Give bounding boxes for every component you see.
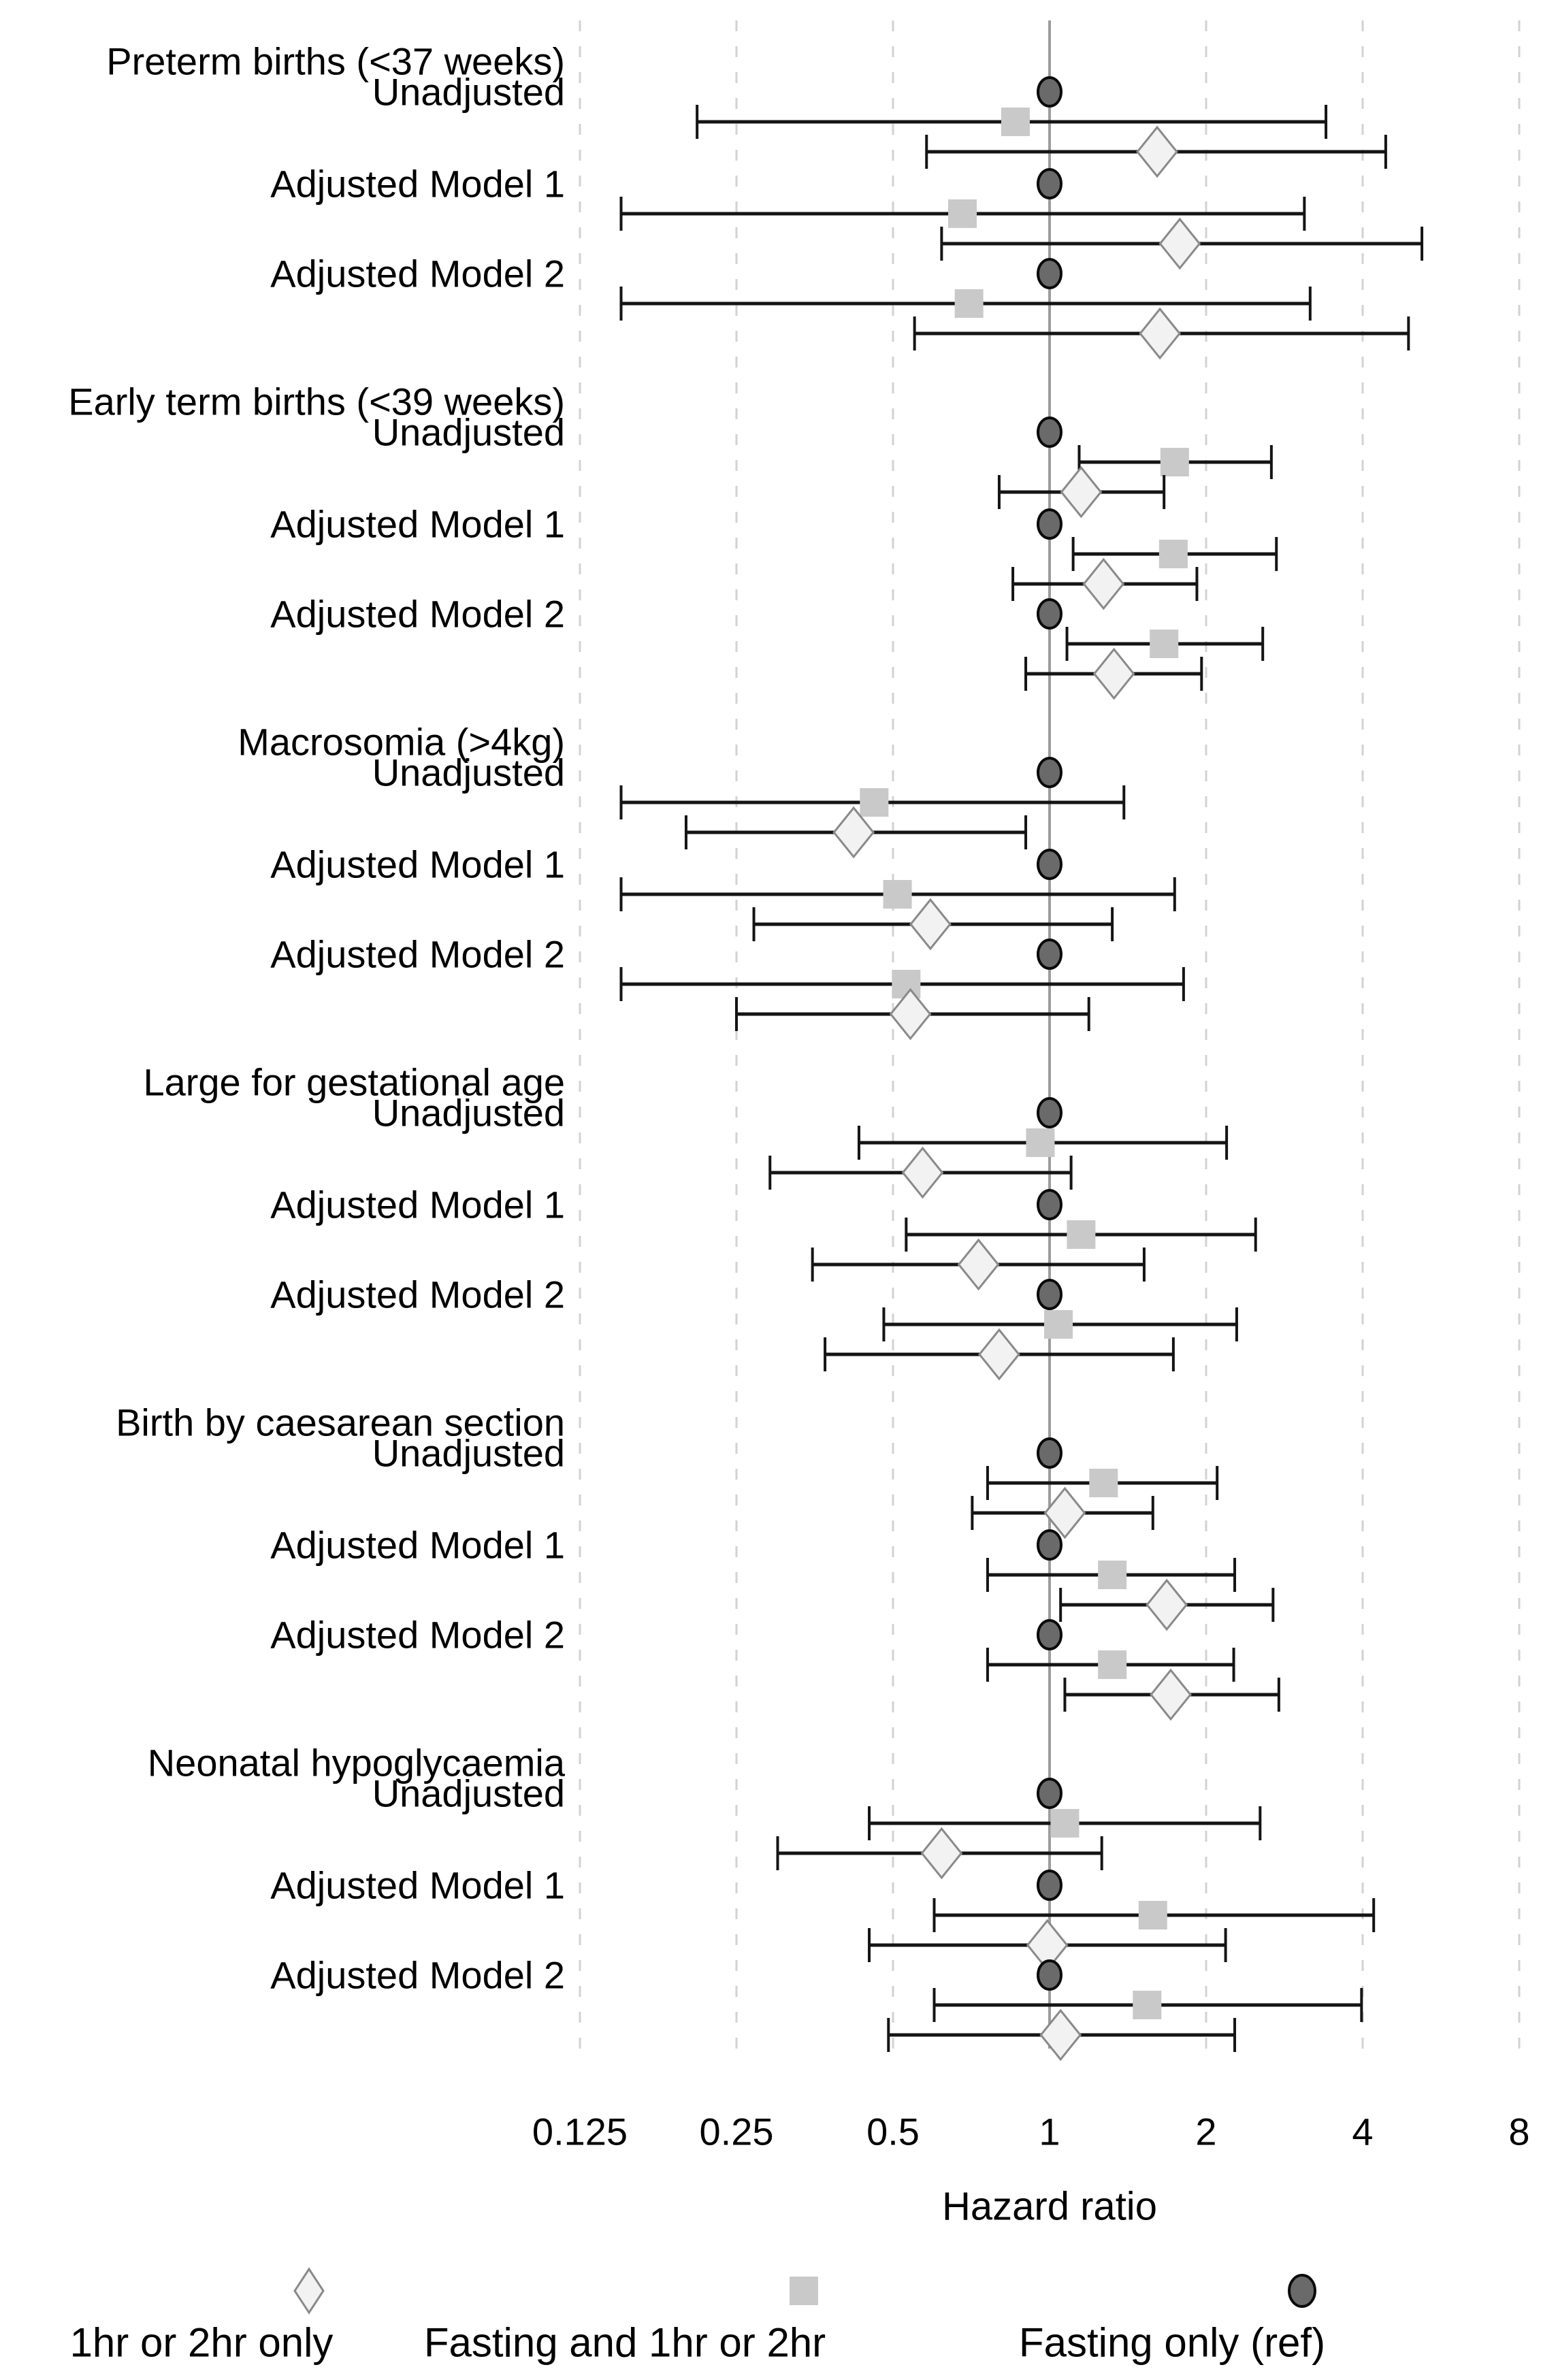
model-label: Adjusted Model 2 <box>270 1954 565 1997</box>
circle-marker-fasting-only-ref <box>1037 757 1063 788</box>
x-tick-label: 0.25 <box>700 2110 774 2153</box>
square-marker-fasting-and-1hr-2hr <box>1138 1901 1167 1929</box>
circle-marker-fasting-only-ref <box>1037 939 1063 970</box>
diamond-marker-1hr-2hr-only <box>1136 125 1178 178</box>
square-marker-fasting-and-1hr-2hr <box>1026 1128 1055 1157</box>
circle-marker-fasting-only-ref <box>1037 1870 1063 1901</box>
legend-circle-icon <box>1288 2274 1316 2308</box>
x-axis-title: Hazard ratio <box>942 2185 1157 2229</box>
legend-item: Fasting and 1hr or 2hr <box>424 2277 826 2366</box>
square-marker-fasting-and-1hr-2hr <box>1160 448 1189 476</box>
group-label: Early term births (<39 weeks) <box>68 380 565 423</box>
diamond-marker-1hr-2hr-only <box>920 1827 963 1880</box>
model-label: Unadjusted <box>372 411 565 454</box>
x-tick-label: 1 <box>1039 2110 1060 2153</box>
circle-marker-fasting-only-ref <box>1037 1778 1063 1809</box>
model-label: Adjusted Model 2 <box>270 593 565 636</box>
square-marker-fasting-and-1hr-2hr <box>883 880 912 909</box>
x-tick-label: 2 <box>1195 2110 1216 2153</box>
square-marker-fasting-and-1hr-2hr <box>1098 1561 1127 1589</box>
circle-marker-fasting-only-ref <box>1037 508 1063 540</box>
circle-marker-fasting-only-ref <box>1037 1959 1063 1991</box>
model-label: Adjusted Model 1 <box>270 503 565 546</box>
group-label: Neonatal hypoglycaemia <box>148 1742 566 1784</box>
square-marker-fasting-and-1hr-2hr <box>948 199 977 228</box>
legend-square-icon <box>790 2277 818 2305</box>
diamond-marker-1hr-2hr-only <box>957 1238 1000 1291</box>
circle-marker-fasting-only-ref <box>1037 76 1063 108</box>
legend-diamond-icon <box>293 2267 325 2315</box>
legend-item: Fasting only (ref) <box>1019 2274 1325 2366</box>
circle-marker-fasting-only-ref <box>1037 168 1063 199</box>
diamond-marker-1hr-2hr-only <box>909 898 952 951</box>
square-marker-fasting-and-1hr-2hr <box>1089 1469 1118 1497</box>
diamond-marker-1hr-2hr-only <box>1139 307 1182 360</box>
model-label: Unadjusted <box>372 751 565 794</box>
circle-marker-fasting-only-ref <box>1037 849 1063 880</box>
diamond-marker-1hr-2hr-only <box>1158 217 1201 270</box>
group-label: Macrosomia (>4kg) <box>238 721 565 764</box>
square-marker-fasting-and-1hr-2hr <box>1150 630 1179 658</box>
model-label: Unadjusted <box>372 1772 565 1815</box>
diamond-marker-1hr-2hr-only <box>901 1146 944 1199</box>
group-label: Preterm births (<37 weeks) <box>106 40 565 83</box>
square-marker-fasting-and-1hr-2hr <box>954 289 984 318</box>
circle-marker-fasting-only-ref <box>1037 1437 1063 1469</box>
x-tick-label: 0.125 <box>532 2110 628 2153</box>
model-label: Adjusted Model 1 <box>270 1524 565 1567</box>
circle-marker-fasting-only-ref <box>1037 1097 1063 1128</box>
legend-label: Fasting only (ref) <box>1019 2320 1325 2366</box>
model-label: Adjusted Model 2 <box>270 1614 565 1657</box>
square-marker-fasting-and-1hr-2hr <box>1158 540 1188 568</box>
model-label: Adjusted Model 2 <box>270 1273 565 1316</box>
model-label: Unadjusted <box>372 71 565 114</box>
diamond-marker-1hr-2hr-only <box>1082 557 1125 610</box>
square-marker-fasting-and-1hr-2hr <box>1067 1220 1096 1249</box>
circle-marker-fasting-only-ref <box>1037 1619 1063 1650</box>
circle-marker-fasting-only-ref <box>1037 417 1063 448</box>
diamond-marker-1hr-2hr-only <box>889 988 932 1041</box>
x-tick-label: 4 <box>1352 2110 1373 2153</box>
square-marker-fasting-and-1hr-2hr <box>1044 1310 1073 1339</box>
model-label: Adjusted Model 2 <box>270 933 565 976</box>
model-label: Unadjusted <box>372 1432 565 1475</box>
circle-marker-fasting-only-ref <box>1037 1189 1063 1220</box>
legend-item: 1hr or 2hr only <box>70 2267 334 2366</box>
circle-marker-fasting-only-ref <box>1037 258 1063 289</box>
square-marker-fasting-and-1hr-2hr <box>860 788 889 817</box>
square-marker-fasting-and-1hr-2hr <box>1098 1650 1127 1679</box>
circle-marker-fasting-only-ref <box>1037 1279 1063 1310</box>
model-label: Unadjusted <box>372 1092 565 1135</box>
model-label: Adjusted Model 1 <box>270 163 565 206</box>
diamond-marker-1hr-2hr-only <box>1146 1578 1188 1631</box>
square-marker-fasting-and-1hr-2hr <box>1050 1809 1080 1838</box>
model-label: Adjusted Model 1 <box>270 1864 565 1907</box>
group-label: Large for gestational age <box>143 1061 565 1104</box>
circle-marker-fasting-only-ref <box>1037 598 1063 630</box>
legend: 1hr or 2hr only Fasting and 1hr or 2hr Fas… <box>70 2267 1325 2366</box>
model-label: Adjusted Model 1 <box>270 843 565 886</box>
diamond-marker-1hr-2hr-only <box>978 1328 1020 1381</box>
model-label: Adjusted Model 2 <box>270 252 565 295</box>
circle-marker-fasting-only-ref <box>1037 1529 1063 1561</box>
model-label: Adjusted Model 1 <box>270 1184 565 1226</box>
group-label: Birth by caesarean section <box>116 1401 565 1444</box>
square-marker-fasting-and-1hr-2hr <box>1133 1991 1162 2019</box>
diamond-marker-1hr-2hr-only <box>1060 466 1103 519</box>
diamond-marker-1hr-2hr-only <box>1039 2008 1082 2061</box>
diamond-marker-1hr-2hr-only <box>1043 1486 1086 1539</box>
x-tick-label: 8 <box>1508 2110 1529 2153</box>
diamond-marker-1hr-2hr-only <box>832 806 875 859</box>
diamond-marker-1hr-2hr-only <box>1092 647 1135 700</box>
legend-label: 1hr or 2hr only <box>70 2320 334 2366</box>
x-tick-label: 0.5 <box>866 2110 920 2153</box>
legend-label: Fasting and 1hr or 2hr <box>424 2320 826 2366</box>
diamond-marker-1hr-2hr-only <box>1150 1668 1192 1721</box>
square-marker-fasting-and-1hr-2hr <box>1001 108 1030 136</box>
